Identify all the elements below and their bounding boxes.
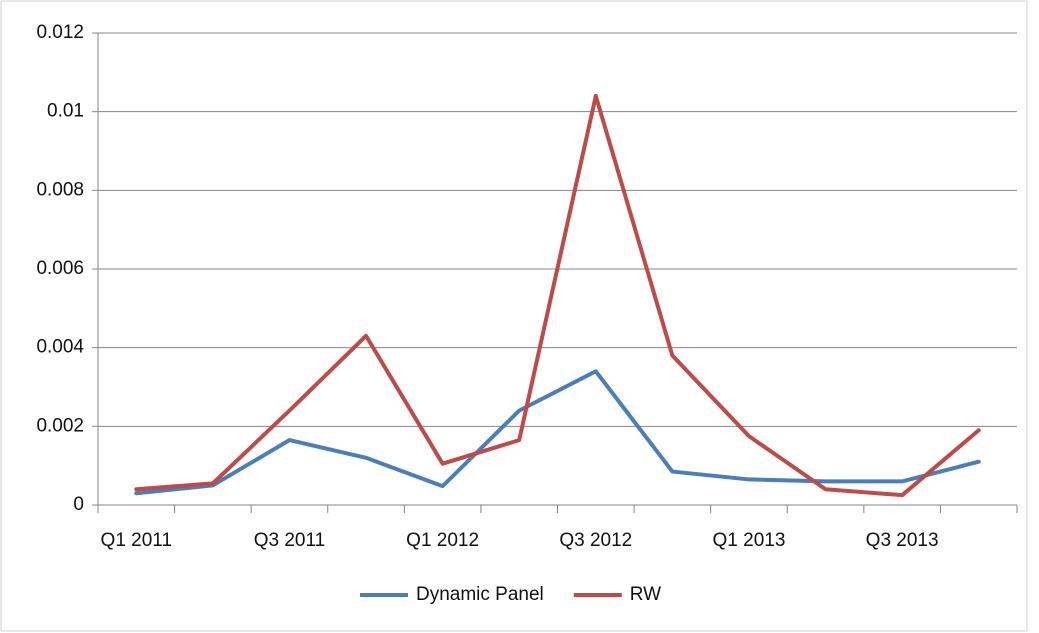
x-tick-label: Q1 2012: [406, 530, 479, 551]
x-tick-label: Q1 2013: [713, 530, 786, 551]
y-tick-label: 0.012: [36, 22, 84, 43]
y-tick-label: 0.004: [36, 337, 84, 358]
legend-label: RW: [630, 584, 661, 605]
y-tick-label: 0.006: [36, 258, 84, 279]
x-tick-label: Q3 2013: [866, 530, 939, 551]
legend-label: Dynamic Panel: [416, 584, 544, 605]
x-tick-label: Q3 2012: [559, 530, 632, 551]
series-line: [134, 369, 981, 496]
x-tick-label: Q1 2011: [101, 530, 172, 551]
y-tick-label: 0.002: [36, 415, 84, 436]
y-tick-label: 0: [73, 494, 84, 515]
x-tick-label: Q3 2011: [254, 530, 325, 551]
y-tick-label: 0.008: [36, 179, 84, 200]
y-tick-label: 0.01: [47, 101, 84, 122]
series-line: [134, 93, 981, 498]
